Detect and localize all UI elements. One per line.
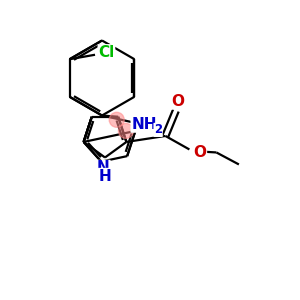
Circle shape: [109, 112, 124, 127]
Text: H: H: [99, 169, 111, 184]
Text: NH: NH: [131, 117, 157, 132]
Text: N: N: [97, 160, 110, 175]
Circle shape: [118, 123, 134, 138]
Text: O: O: [194, 145, 206, 160]
Text: 2: 2: [154, 123, 162, 136]
Text: Cl: Cl: [98, 45, 115, 60]
Text: O: O: [171, 94, 184, 109]
